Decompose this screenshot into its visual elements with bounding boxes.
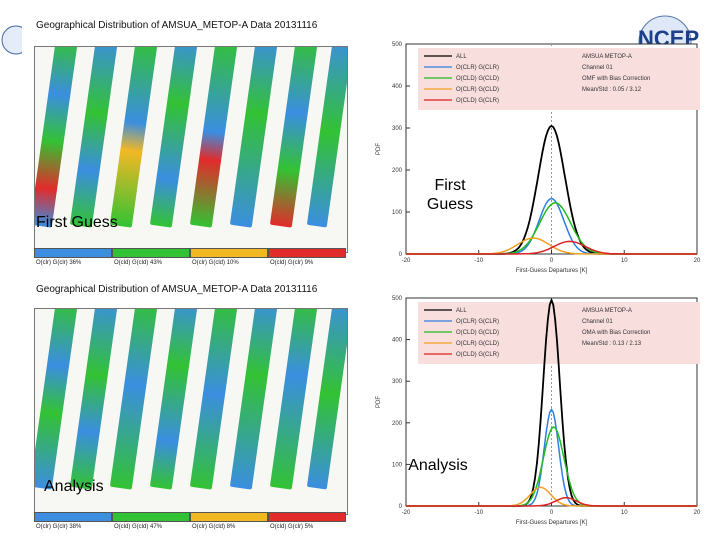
bottom-colorbar-1 [34,512,112,522]
bottom-map-overlay-label: Analysis [44,478,104,495]
bottom-colorbar-3 [190,512,268,522]
top-colorbar-label-3: O(clr) G(cld) 10% [192,260,239,266]
top-map-overlay-label: First Guess [36,214,118,231]
y-tick-label: 500 [392,42,403,48]
chart-overlay-label: First [434,177,466,194]
info-text: OMA with Bias Correction [582,330,650,336]
x-tick-label: 0 [550,510,554,516]
legend-entry: O(CLR) G(CLD) [456,341,499,347]
y-tick-label: 500 [392,296,403,302]
legend-entry: O(CLD) G(CLD) [456,330,499,336]
bottom-map-title: Geographical Distribution of AMSUA_METOP… [36,284,318,295]
top-colorbar-label-2: O(cld) G(cld) 43% [114,260,163,266]
legend-box [418,48,700,110]
y-tick-label: 300 [392,126,403,132]
x-tick-label: -10 [474,258,483,264]
info-text: Channel 01 [582,319,613,325]
info-text: Mean/Std : 0.05 / 3.12 [582,87,642,93]
x-axis-label: First-Guess Departures [K] [516,520,588,526]
y-tick-label: 400 [392,84,403,90]
x-tick-label: -20 [402,258,411,264]
legend-entry: O(CLR) G(CLD) [456,87,499,93]
y-tick-label: 0 [399,504,403,510]
top-map-title: Geographical Distribution of AMSUA_METOP… [36,20,318,31]
x-tick-label: -20 [402,510,411,516]
bottom-colorbar-label-1: O(clr) G(clr) 38% [36,524,82,530]
top-map-area [34,46,348,253]
bottom-colorbar-label-3: O(clr) G(cld) 8% [192,524,236,530]
legend-entry: O(CLD) G(CLR) [456,352,499,358]
top-map-panel: Geographical Distribution of AMSUA_METOP… [22,16,348,272]
bottom-map-area [34,308,348,515]
legend-box [418,302,700,364]
bottom-colorbar-label-4: O(cld) G(clr) 5% [270,524,314,530]
y-tick-label: 0 [399,252,403,258]
info-text: AMSUA METOP-A [582,54,632,60]
y-tick-label: 400 [392,338,403,344]
y-tick-label: 300 [392,379,403,385]
x-tick-label: 20 [694,258,701,264]
top-colorbar-1 [34,248,112,258]
top-colorbar-label-4: O(cld) G(clr) 9% [270,260,314,266]
top-colorbar-4 [268,248,346,258]
first-guess-pdf-chart: 0 100 200 300 400 500 -20 -10 0 10 20 First-Guess D… [376,42,701,274]
series-line [406,496,697,507]
info-text: AMSUA METOP-A [582,308,632,314]
legend-entry: O(CLD) G(CLR) [456,98,499,104]
y-axis-label: PDF [376,396,382,408]
x-axis-label: First-Guess Departures [K] [516,268,588,274]
legend-entry: O(CLR) G(CLR) [456,65,499,71]
analysis-pdf-chart: 0 100 200 300 400 500 -20 -10 0 10 20 First-Guess D… [376,296,701,526]
bottom-colorbar-label-2: O(cld) G(cld) 47% [114,524,163,530]
legend-entry: O(CLD) G(CLD) [456,76,499,82]
x-tick-label: -10 [474,510,483,516]
legend-entry: ALL [456,308,467,314]
legend-entry: O(CLR) G(CLR) [456,319,499,325]
x-tick-label: 0 [550,258,554,264]
x-tick-label: 10 [621,258,628,264]
series-line [406,240,697,255]
top-colorbar-2 [112,248,190,258]
info-text: OMF with Bias Correction [582,76,650,82]
chart-overlay-label: Analysis [408,457,468,474]
x-tick-label: 10 [621,510,628,516]
info-text: Channel 01 [582,65,613,71]
top-colorbar-label-1: O(clr) G(clr) 36% [36,260,82,266]
y-tick-label: 100 [392,462,403,468]
bottom-colorbar-2 [112,512,190,522]
top-colorbar-3 [190,248,268,258]
bottom-map-panel: Geographical Distribution of AMSUA_METOP… [22,280,348,538]
info-text: Mean/Std : 0.13 / 2.13 [582,341,642,347]
x-tick-label: 20 [694,510,701,516]
chart-overlay-label: Guess [427,196,473,213]
legend-entry: ALL [456,54,467,60]
y-tick-label: 200 [392,421,403,427]
y-tick-label: 200 [392,168,403,174]
y-tick-label: 100 [392,210,403,216]
bottom-colorbar-4 [268,512,346,522]
y-axis-label: PDF [376,143,382,155]
